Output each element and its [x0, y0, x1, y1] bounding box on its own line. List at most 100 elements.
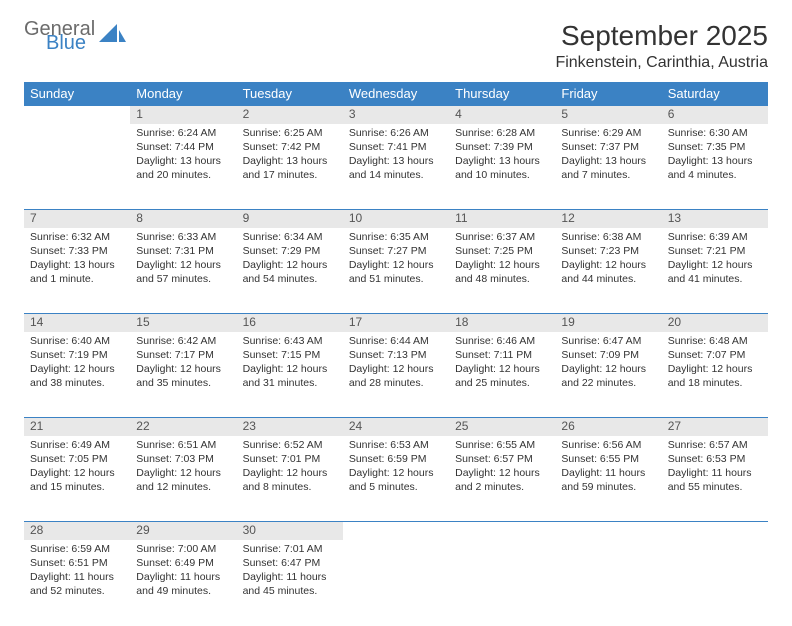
day-number-cell: 21	[24, 418, 130, 436]
day-detail-line: Sunrise: 6:49 AM	[30, 438, 124, 452]
day-number-row: 123456	[24, 106, 768, 124]
day-detail-line: Sunrise: 6:43 AM	[243, 334, 337, 348]
day-detail-line: Sunrise: 6:44 AM	[349, 334, 443, 348]
day-detail-line: Sunrise: 7:01 AM	[243, 542, 337, 556]
day-detail-line: Sunset: 6:47 PM	[243, 556, 337, 570]
day-number-cell	[555, 522, 661, 540]
day-detail-line: Daylight: 13 hours and 1 minute.	[30, 258, 124, 286]
day-detail-line: Sunset: 7:27 PM	[349, 244, 443, 258]
day-detail-cell: Sunrise: 6:24 AMSunset: 7:44 PMDaylight:…	[130, 124, 236, 210]
day-detail-line: Sunset: 7:15 PM	[243, 348, 337, 362]
day-detail-line: Sunset: 7:31 PM	[136, 244, 230, 258]
day-detail-line: Sunrise: 6:35 AM	[349, 230, 443, 244]
day-detail-line: Daylight: 11 hours and 55 minutes.	[668, 466, 762, 494]
day-number-cell: 16	[237, 314, 343, 332]
day-number-cell	[449, 522, 555, 540]
day-detail-line: Sunrise: 6:55 AM	[455, 438, 549, 452]
day-detail-cell	[343, 540, 449, 626]
day-detail-line: Sunset: 6:53 PM	[668, 452, 762, 466]
day-detail-line: Sunset: 7:11 PM	[455, 348, 549, 362]
weekday-header: Sunday	[24, 82, 130, 106]
day-number-row: 282930	[24, 522, 768, 540]
day-detail-line: Daylight: 12 hours and 38 minutes.	[30, 362, 124, 390]
day-number-cell: 22	[130, 418, 236, 436]
day-detail-line: Daylight: 11 hours and 45 minutes.	[243, 570, 337, 598]
day-detail-line: Sunset: 7:37 PM	[561, 140, 655, 154]
weekday-header: Thursday	[449, 82, 555, 106]
weekday-header: Monday	[130, 82, 236, 106]
day-number-cell: 5	[555, 106, 661, 124]
day-number-cell: 1	[130, 106, 236, 124]
day-detail-line: Sunset: 7:29 PM	[243, 244, 337, 258]
day-detail-line: Sunset: 6:49 PM	[136, 556, 230, 570]
weekday-header: Saturday	[662, 82, 768, 106]
day-detail-line: Sunrise: 7:00 AM	[136, 542, 230, 556]
day-number-cell: 19	[555, 314, 661, 332]
day-detail-line: Sunset: 6:51 PM	[30, 556, 124, 570]
day-detail-line: Sunrise: 6:32 AM	[30, 230, 124, 244]
day-detail-line: Daylight: 12 hours and 28 minutes.	[349, 362, 443, 390]
logo-text: General Blue	[24, 20, 95, 52]
day-detail-cell: Sunrise: 6:32 AMSunset: 7:33 PMDaylight:…	[24, 228, 130, 314]
day-detail-cell: Sunrise: 6:26 AMSunset: 7:41 PMDaylight:…	[343, 124, 449, 210]
day-detail-line: Sunrise: 6:57 AM	[668, 438, 762, 452]
day-number-cell: 6	[662, 106, 768, 124]
day-number-cell: 28	[24, 522, 130, 540]
day-detail-line: Sunrise: 6:25 AM	[243, 126, 337, 140]
day-number-row: 14151617181920	[24, 314, 768, 332]
day-detail-row: Sunrise: 6:49 AMSunset: 7:05 PMDaylight:…	[24, 436, 768, 522]
day-detail-line: Sunrise: 6:26 AM	[349, 126, 443, 140]
day-detail-row: Sunrise: 6:24 AMSunset: 7:44 PMDaylight:…	[24, 124, 768, 210]
weekday-header: Tuesday	[237, 82, 343, 106]
day-detail-line: Sunrise: 6:30 AM	[668, 126, 762, 140]
day-number-cell: 17	[343, 314, 449, 332]
day-number-cell: 29	[130, 522, 236, 540]
day-detail-cell: Sunrise: 6:53 AMSunset: 6:59 PMDaylight:…	[343, 436, 449, 522]
day-detail-cell: Sunrise: 6:43 AMSunset: 7:15 PMDaylight:…	[237, 332, 343, 418]
day-detail-line: Daylight: 13 hours and 7 minutes.	[561, 154, 655, 182]
day-detail-cell	[662, 540, 768, 626]
day-detail-line: Daylight: 12 hours and 54 minutes.	[243, 258, 337, 286]
day-detail-line: Sunrise: 6:24 AM	[136, 126, 230, 140]
day-detail-cell	[24, 124, 130, 210]
day-detail-line: Daylight: 12 hours and 57 minutes.	[136, 258, 230, 286]
day-detail-row: Sunrise: 6:59 AMSunset: 6:51 PM Daylight:…	[24, 540, 768, 626]
day-detail-line: Daylight: 12 hours and 22 minutes.	[561, 362, 655, 390]
location: Finkenstein, Carinthia, Austria	[555, 54, 768, 72]
day-detail-cell	[555, 540, 661, 626]
day-detail-line: Daylight: 12 hours and 15 minutes.	[30, 466, 124, 494]
day-detail-line: Daylight: 13 hours and 4 minutes.	[668, 154, 762, 182]
day-detail-line: Sunset: 7:19 PM	[30, 348, 124, 362]
day-detail-cell: Sunrise: 6:39 AMSunset: 7:21 PMDaylight:…	[662, 228, 768, 314]
day-number-cell: 3	[343, 106, 449, 124]
day-detail-line: Daylight: 12 hours and 18 minutes.	[668, 362, 762, 390]
day-detail-line: Sunset: 6:55 PM	[561, 452, 655, 466]
day-detail-line: Sunset: 7:25 PM	[455, 244, 549, 258]
day-detail-cell	[449, 540, 555, 626]
day-detail-cell: Sunrise: 7:01 AMSunset: 6:47 PMDaylight:…	[237, 540, 343, 626]
title-block: September 2025 Finkenstein, Carinthia, A…	[555, 20, 768, 72]
day-detail-line: Sunrise: 6:34 AM	[243, 230, 337, 244]
day-number-cell: 9	[237, 210, 343, 228]
logo: General Blue	[24, 20, 127, 52]
day-detail-row: Sunrise: 6:32 AMSunset: 7:33 PMDaylight:…	[24, 228, 768, 314]
day-detail-line: Sunset: 7:39 PM	[455, 140, 549, 154]
day-number-cell: 4	[449, 106, 555, 124]
day-detail-cell: Sunrise: 6:59 AMSunset: 6:51 PMDaylight:…	[24, 540, 130, 626]
weekday-header-row: Sunday Monday Tuesday Wednesday Thursday…	[24, 82, 768, 106]
day-detail-line: Sunrise: 6:59 AM	[30, 542, 124, 556]
day-detail-line: Daylight: 11 hours and 49 minutes.	[136, 570, 230, 598]
day-detail-line: Sunset: 7:09 PM	[561, 348, 655, 362]
day-detail-line: Sunrise: 6:42 AM	[136, 334, 230, 348]
day-detail-line: Daylight: 12 hours and 5 minutes.	[349, 466, 443, 494]
day-detail-line: Daylight: 13 hours and 20 minutes.	[136, 154, 230, 182]
day-number-cell: 25	[449, 418, 555, 436]
day-detail-line: Sunset: 7:21 PM	[668, 244, 762, 258]
day-detail-line: Sunset: 7:42 PM	[243, 140, 337, 154]
logo-sail-icon	[99, 22, 127, 51]
day-detail-line: Sunrise: 6:52 AM	[243, 438, 337, 452]
day-detail-cell: Sunrise: 6:47 AMSunset: 7:09 PMDaylight:…	[555, 332, 661, 418]
day-detail-cell: Sunrise: 6:44 AMSunset: 7:13 PMDaylight:…	[343, 332, 449, 418]
day-detail-cell: Sunrise: 6:33 AMSunset: 7:31 PMDaylight:…	[130, 228, 236, 314]
day-detail-cell: Sunrise: 6:46 AMSunset: 7:11 PMDaylight:…	[449, 332, 555, 418]
